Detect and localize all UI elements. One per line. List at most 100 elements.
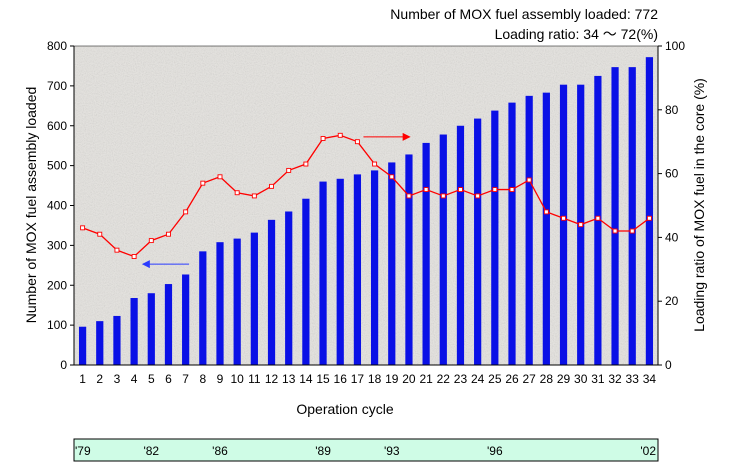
ratio-point-5: [148, 238, 154, 244]
bar-cycle-27: [525, 95, 533, 365]
x-tick-label-24: 24: [471, 372, 485, 386]
x-tick-label-13: 13: [282, 372, 296, 386]
ratio-point-34: [646, 215, 652, 221]
x-tick-label-21: 21: [419, 372, 433, 386]
x-tick-label-9: 9: [217, 372, 224, 386]
x-tick-label-30: 30: [574, 372, 588, 386]
x-tick-label-3: 3: [114, 372, 121, 386]
ratio-point-22: [440, 193, 446, 199]
y-tick-label-700: 700: [47, 79, 67, 93]
x-tick-label-23: 23: [454, 372, 468, 386]
bar-cycle-34: [645, 57, 654, 365]
y-axis-title: Number of MOX fuel assembly loaded: [23, 87, 39, 324]
ratio-point-3: [114, 247, 120, 253]
ratio-point-11: [251, 193, 257, 199]
ratio-point-17: [354, 139, 360, 145]
total-loaded-annotation: Number of MOX fuel assembly loaded: 772: [390, 6, 658, 22]
bar-cycle-13: [285, 211, 293, 365]
bar-cycle-14: [302, 198, 310, 365]
timeline-label-5: '96: [487, 444, 503, 458]
bar-cycle-2: [96, 321, 104, 365]
bar-cycle-16: [336, 178, 344, 365]
bar-cycle-5: [147, 293, 155, 365]
ratio-point-21: [423, 187, 429, 193]
ratio-point-13: [286, 167, 292, 173]
ratio-point-33: [629, 228, 635, 234]
x-tick-label-10: 10: [230, 372, 244, 386]
ratio-point-20: [406, 193, 412, 199]
ratio-point-32: [612, 228, 618, 234]
y2-tick-label-0: 0: [665, 358, 672, 372]
x-tick-label-27: 27: [522, 372, 536, 386]
ratio-point-28: [543, 209, 549, 215]
left-axis-arrow-head: [141, 260, 150, 269]
x-tick-label-19: 19: [385, 372, 399, 386]
y2-tick-label-60: 60: [665, 167, 679, 181]
x-tick-label-22: 22: [437, 372, 451, 386]
ratio-point-6: [166, 231, 171, 237]
x-tick-label-14: 14: [299, 372, 313, 386]
x-tick-label-33: 33: [626, 372, 640, 386]
bar-cycle-22: [439, 134, 447, 365]
bar-cycle-15: [319, 181, 327, 365]
y-tick-label-800: 800: [47, 39, 67, 53]
ratio-point-26: [509, 187, 515, 193]
ratio-point-30: [578, 222, 584, 228]
y-tick-label-100: 100: [47, 318, 67, 332]
bar-cycle-29: [559, 84, 568, 366]
bar-cycle-6: [164, 284, 173, 365]
bar-cycle-21: [422, 142, 430, 365]
x-tick-label-32: 32: [608, 372, 622, 386]
x-tick-label-11: 11: [248, 372, 261, 386]
x-tick-label-31: 31: [591, 372, 605, 386]
x-tick-label-12: 12: [265, 372, 279, 386]
bar-cycle-19: [388, 162, 396, 365]
y2-tick-label-40: 40: [665, 230, 679, 244]
ratio-point-8: [200, 180, 206, 186]
y2-tick-label-80: 80: [665, 103, 679, 117]
bar-cycle-33: [628, 67, 636, 365]
x-tick-label-34: 34: [643, 372, 657, 386]
ratio-point-29: [561, 215, 566, 221]
x-tick-label-7: 7: [182, 372, 189, 386]
timeline-label-2: '86: [212, 444, 228, 458]
timeline-label-3: '89: [315, 444, 331, 458]
x-tick-label-28: 28: [540, 372, 554, 386]
bar-cycle-23: [456, 125, 465, 365]
timeline-bar: [73, 438, 659, 462]
bar-cycle-32: [611, 67, 619, 365]
x-tick-label-5: 5: [148, 372, 155, 386]
loading-ratio-annotation: Loading ratio: 34 〜 72(%): [494, 26, 658, 42]
ratio-point-15: [320, 136, 326, 141]
bar-cycle-18: [370, 170, 379, 365]
y2-tick-label-20: 20: [665, 294, 679, 308]
ratio-point-4: [131, 254, 137, 259]
ratio-point-19: [389, 174, 395, 180]
ratio-point-7: [183, 209, 189, 215]
bar-cycle-17: [353, 174, 362, 365]
ratio-point-18: [372, 161, 378, 167]
ratio-point-31: [595, 215, 601, 221]
ratio-point-2: [97, 231, 103, 237]
bar-cycle-20: [405, 154, 413, 365]
timeline-label-6: '02: [640, 444, 656, 458]
x-tick-label-29: 29: [557, 372, 571, 386]
bar-cycle-10: [233, 238, 241, 365]
x-tick-label-6: 6: [165, 372, 172, 386]
x-axis-title: Operation cycle: [296, 401, 393, 417]
ratio-point-9: [217, 174, 223, 180]
ratio-point-16: [337, 132, 343, 138]
x-tick-label-17: 17: [351, 372, 365, 386]
x-tick-label-16: 16: [334, 372, 348, 386]
y-tick-label-600: 600: [47, 119, 67, 133]
right-axis-arrow-head: [402, 132, 411, 141]
y-tick-label-300: 300: [47, 238, 67, 252]
timeline-label-1: '82: [143, 444, 159, 458]
bar-cycle-7: [182, 274, 190, 365]
ratio-point-12: [269, 183, 274, 189]
bar-cycle-4: [130, 298, 138, 365]
bar-cycle-28: [542, 92, 550, 365]
ratio-point-27: [526, 177, 532, 183]
x-tick-label-8: 8: [199, 372, 206, 386]
